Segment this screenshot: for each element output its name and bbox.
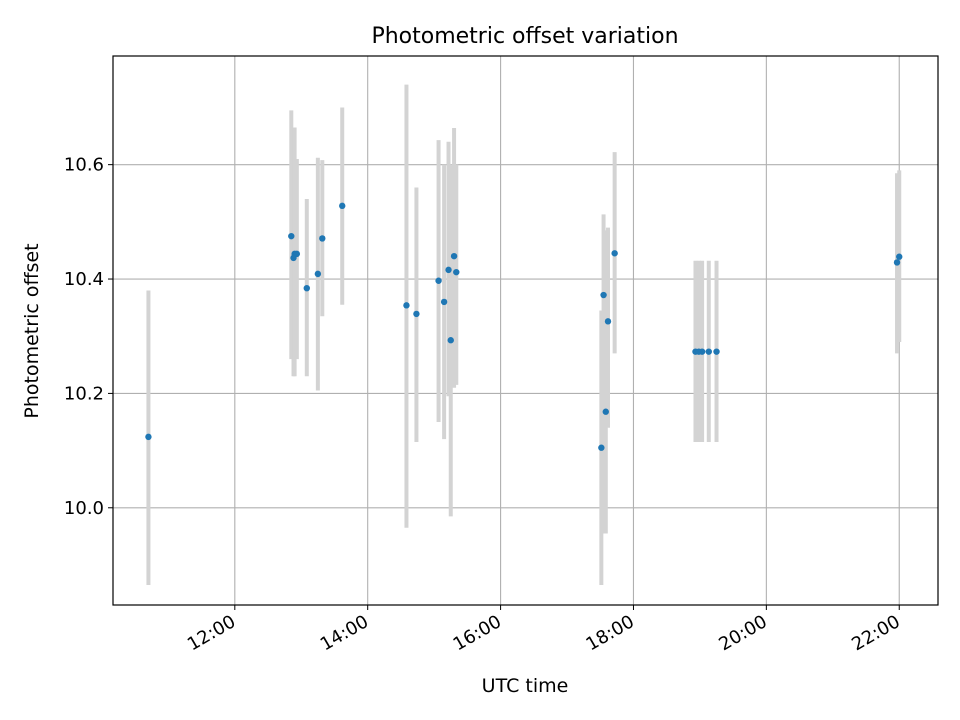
data-point [314, 270, 322, 278]
data-point [145, 433, 152, 441]
x-axis-label: UTC time [482, 675, 569, 697]
y-tick-label: 10.4 [64, 269, 104, 290]
data-point [303, 284, 310, 292]
data-point [453, 268, 460, 276]
data-point [713, 348, 720, 355]
data-point [293, 250, 301, 258]
data-point [604, 318, 612, 325]
data-point [896, 253, 903, 260]
data-point [288, 232, 295, 240]
data-point [403, 302, 410, 309]
y-tick-label: 10.2 [64, 383, 104, 404]
y-axis-ticks: 10.0 10.2 10.4 10.6 [64, 155, 113, 519]
plot-frame [112, 55, 939, 606]
data-point [413, 310, 420, 318]
data-point [598, 444, 605, 451]
data-point [319, 235, 326, 242]
data-point [440, 298, 448, 306]
data-point [600, 291, 607, 299]
data-point [698, 348, 706, 355]
chart-title: Photometric offset variation [371, 24, 678, 49]
data-point [602, 408, 609, 415]
data-point [893, 259, 901, 266]
data-point [705, 348, 712, 355]
data-point [445, 266, 452, 274]
data-point [447, 337, 454, 344]
data-point [611, 250, 618, 257]
y-tick-label: 10.6 [64, 155, 104, 176]
data-point [450, 252, 458, 260]
y-tick-label: 10.0 [64, 498, 104, 519]
data-point [435, 277, 442, 284]
data-point [339, 202, 346, 210]
y-axis-label: Photometric offset [21, 243, 43, 418]
data-points [145, 202, 903, 451]
